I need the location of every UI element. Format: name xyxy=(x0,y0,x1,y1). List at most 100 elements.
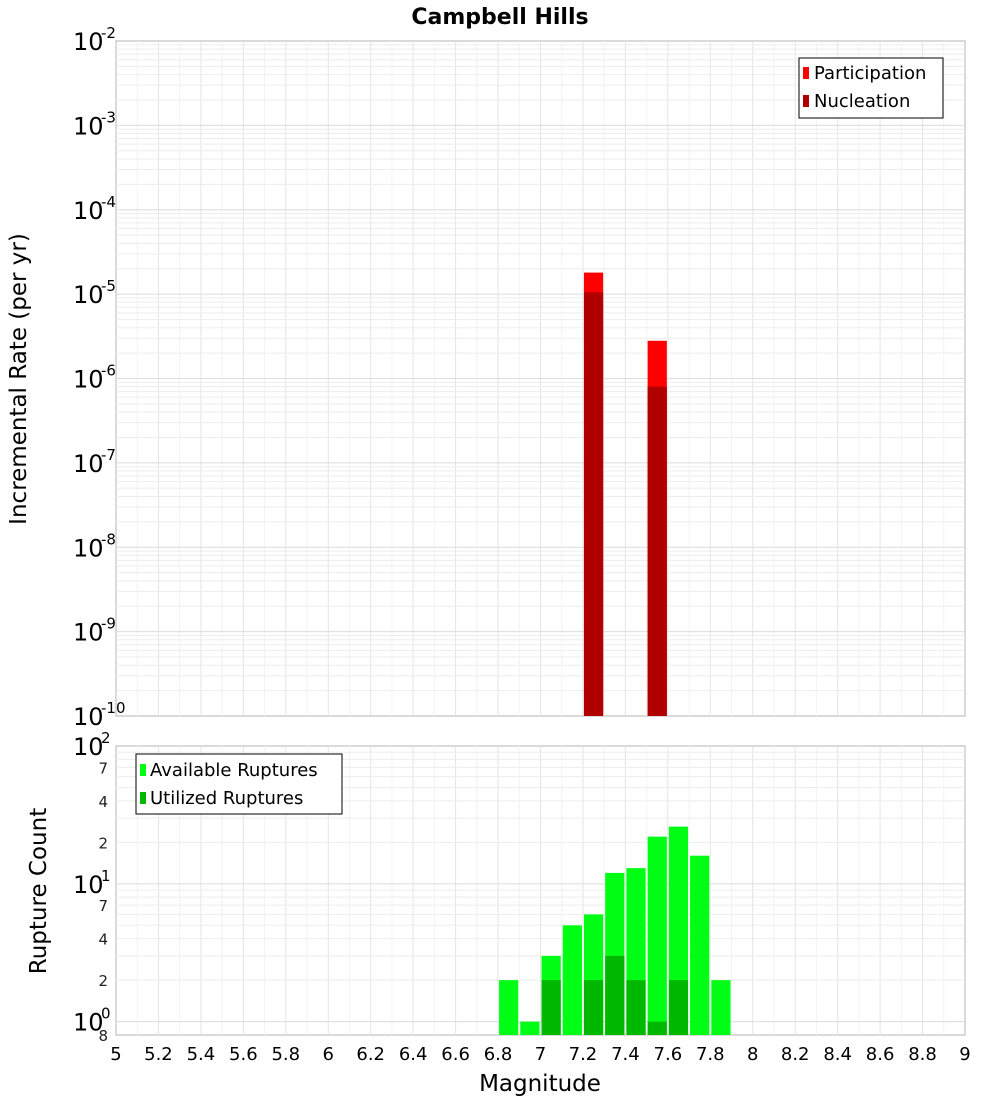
legend-swatch-participation xyxy=(803,67,809,79)
x-tick-label: 7.2 xyxy=(569,1044,598,1065)
x-tick-label: 7.8 xyxy=(696,1044,725,1065)
top-y-tick: 10-3 xyxy=(73,108,116,140)
bottom-bar-available-ruptures xyxy=(711,980,731,1035)
top-legend-box xyxy=(798,57,944,119)
top-y-tick-exponent: -8 xyxy=(101,530,116,548)
bottom-bar-available-ruptures xyxy=(562,925,582,1035)
top-y-tick: 10-5 xyxy=(73,277,116,309)
top-y-tick: 10-8 xyxy=(73,530,116,562)
bottom-bar-utilized-ruptures xyxy=(605,955,625,1035)
x-tick-label: 5.2 xyxy=(144,1044,173,1065)
x-tick-label: 7.4 xyxy=(611,1044,640,1065)
x-tick-label: 6.8 xyxy=(484,1044,513,1065)
bottom-bar-utilized-ruptures xyxy=(583,980,604,1035)
x-tick-label: 5.4 xyxy=(187,1044,216,1065)
top-bar-nucleation xyxy=(583,292,604,716)
bottom-y-minor-tick: 2 xyxy=(98,834,108,852)
x-tick-label: 6.6 xyxy=(441,1044,470,1065)
x-tick-label: 8.2 xyxy=(781,1044,810,1065)
bottom-legend-box xyxy=(135,753,343,815)
top-y-tick-base: 10 xyxy=(73,281,104,309)
x-tick-label: 8.8 xyxy=(908,1044,937,1065)
bottom-legend: Available Ruptures Utilized Ruptures xyxy=(135,753,343,815)
x-tick-label: 5.8 xyxy=(271,1044,300,1065)
x-tick-labels: 5 5.2 5.4 5.6 5.8 6 6.2 6.4 6.6 6.8 7 7.2 7.4 7.6 7.8 8… xyxy=(110,1044,970,1065)
top-y-tick-base: 10 xyxy=(73,703,104,731)
x-tick-label: 7.6 xyxy=(654,1044,683,1065)
bottom-bar-available-ruptures xyxy=(647,836,667,1035)
bottom-y-tick-base: 10 xyxy=(73,871,104,899)
bottom-y-major-tick: 102 xyxy=(73,729,111,761)
legend-swatch-nucleation xyxy=(803,95,809,107)
x-tick-label: 6 xyxy=(323,1044,334,1065)
top-y-tick: 10-10 xyxy=(73,699,126,731)
bottom-y-tick-exponent: 2 xyxy=(101,729,111,747)
bottom-y-major-tick: 101 xyxy=(73,867,111,899)
x-tick-label: 5 xyxy=(110,1044,121,1065)
bottom-y-minor-tick: 7 xyxy=(98,897,108,915)
x-tick-label: 8.6 xyxy=(866,1044,895,1065)
top-gridlines xyxy=(116,41,965,716)
x-tick-label: 5.6 xyxy=(229,1044,258,1065)
x-tick-label: 6.2 xyxy=(356,1044,385,1065)
bottom-y-major-tick: 100 xyxy=(73,1005,111,1037)
bottom-bar-utilized-ruptures xyxy=(626,980,646,1035)
top-y-tick-base: 10 xyxy=(73,619,104,647)
top-bar-nucleation xyxy=(647,386,667,716)
top-y-tick-exponent: -4 xyxy=(101,193,116,211)
bottom-y-minor-tick: 7 xyxy=(98,759,108,777)
legend-label-utilized-ruptures: Utilized Ruptures xyxy=(150,788,303,809)
top-bars xyxy=(583,272,667,716)
legend-swatch-available-ruptures xyxy=(140,764,146,776)
bottom-bar-available-ruptures xyxy=(690,855,710,1035)
top-y-tick-exponent: -5 xyxy=(101,277,116,295)
top-legend: Participation Nucleation xyxy=(798,57,944,119)
top-y-tick-base: 10 xyxy=(73,534,104,562)
bottom-bar-available-ruptures xyxy=(499,980,519,1035)
top-y-tick: 10-6 xyxy=(73,362,116,394)
x-tick-label: 6.4 xyxy=(399,1044,428,1065)
bottom-y-tick-exponent: 1 xyxy=(101,867,111,885)
bottom-bar-available-ruptures xyxy=(520,1021,540,1035)
x-tick-label: 7 xyxy=(535,1044,546,1065)
legend-label-participation: Participation xyxy=(814,63,926,84)
x-tick-label: 8.4 xyxy=(823,1044,852,1065)
bottom-y-minor-tick: 2 xyxy=(98,972,108,990)
top-y-tick-exponent: -2 xyxy=(101,24,116,42)
top-y-tick-exponent: -6 xyxy=(101,362,116,380)
bottom-y-tick-base: 10 xyxy=(73,733,104,761)
top-y-tick: 10-9 xyxy=(73,615,116,647)
top-y-tick: 10-2 xyxy=(73,24,116,56)
x-tick-label: 9 xyxy=(959,1044,970,1065)
top-y-tick-base: 10 xyxy=(73,197,104,225)
legend-label-available-ruptures: Available Ruptures xyxy=(150,760,318,781)
chart-title: Campbell Hills xyxy=(411,5,588,30)
bottom-y-tick-base: 10 xyxy=(73,1009,104,1037)
x-axis-label: Magnitude xyxy=(479,1071,601,1097)
legend-label-nucleation: Nucleation xyxy=(814,91,910,112)
top-y-tick-exponent: -10 xyxy=(101,699,126,717)
bottom-y-tick-exponent: 0 xyxy=(101,1005,111,1023)
bottom-y-minor-tick: 8 xyxy=(98,1027,108,1045)
top-y-tick-exponent: -9 xyxy=(101,615,116,633)
bottom-bar-utilized-ruptures xyxy=(647,1021,667,1035)
bottom-bar-utilized-ruptures xyxy=(668,980,689,1035)
top-y-tick: 10-7 xyxy=(73,446,116,478)
bottom-bars xyxy=(499,826,731,1035)
bottom-y-minor-tick: 4 xyxy=(98,931,108,949)
bottom-y-axis-label: Rupture Count xyxy=(26,808,52,974)
top-y-tick: 10-4 xyxy=(73,193,116,225)
bottom-bar-utilized-ruptures xyxy=(541,980,561,1035)
top-y-axis-label: Incremental Rate (per yr) xyxy=(6,233,32,525)
top-y-tick-base: 10 xyxy=(73,28,104,56)
top-y-tick-base: 10 xyxy=(73,112,104,140)
top-y-tick-exponent: -7 xyxy=(101,446,116,464)
top-y-tick-exponent: -3 xyxy=(101,108,116,126)
top-y-tick-base: 10 xyxy=(73,450,104,478)
x-tick-label: 8 xyxy=(747,1044,758,1065)
